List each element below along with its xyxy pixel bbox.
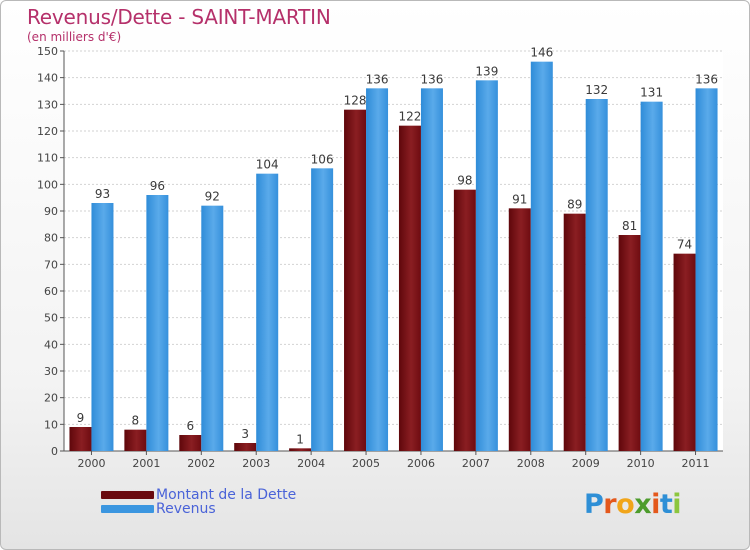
x-tick-label: 2009	[572, 457, 600, 470]
legend-item-revenus: Revenus	[101, 501, 216, 517]
y-tick-label: 40	[44, 338, 58, 351]
data-label-revenus: 106	[311, 152, 334, 166]
data-label-dette: 74	[677, 238, 692, 252]
y-tick-label: 120	[37, 125, 58, 138]
data-label-revenus: 131	[640, 86, 663, 100]
y-tick-label: 10	[44, 418, 58, 431]
bar-revenus	[695, 88, 718, 451]
y-tick-label: 70	[44, 258, 58, 271]
logo-letter: o	[616, 489, 635, 520]
y-tick-label: 90	[44, 205, 58, 218]
bar-revenus	[530, 61, 553, 452]
bar-dette	[398, 125, 421, 452]
y-tick-label: 20	[44, 392, 58, 405]
y-tick-label: 110	[37, 152, 58, 165]
bar-revenus	[366, 88, 389, 451]
data-label-revenus: 93	[95, 187, 110, 201]
data-label-revenus: 104	[256, 158, 279, 172]
x-tick-label: 2001	[132, 457, 160, 470]
bar-dette	[453, 189, 476, 451]
y-tick-label: 100	[37, 178, 58, 191]
y-tick-label: 80	[44, 232, 58, 245]
x-tick-label: 2000	[77, 457, 105, 470]
data-label-dette: 3	[241, 427, 249, 441]
logo-letter: i	[651, 489, 660, 520]
y-tick-label: 130	[37, 98, 58, 111]
bar-revenus	[585, 99, 608, 451]
x-tick-label: 2005	[352, 457, 380, 470]
chart-subtitle: (en milliers d'€)	[27, 30, 122, 44]
bar-revenus	[311, 168, 334, 452]
bar-dette	[673, 253, 696, 451]
bar-revenus	[640, 101, 663, 452]
data-label-dette: 81	[622, 219, 637, 233]
bar-dette	[344, 109, 367, 452]
bar-dette	[179, 435, 202, 451]
data-label-revenus: 92	[205, 190, 220, 204]
data-label-revenus: 136	[421, 72, 444, 86]
logo-letter: x	[634, 489, 652, 520]
data-label-dette: 1	[296, 432, 304, 446]
data-label-revenus: 132	[585, 83, 608, 97]
y-tick-label: 50	[44, 312, 58, 325]
data-label-dette: 98	[457, 174, 472, 188]
x-tick-label: 2006	[407, 457, 435, 470]
bar-dette	[289, 448, 312, 451]
data-label-dette: 9	[77, 411, 85, 425]
data-label-revenus: 96	[150, 179, 165, 193]
bar-revenus	[201, 205, 224, 451]
bar-dette	[69, 427, 92, 451]
y-tick-label: 30	[44, 365, 58, 378]
x-tick-label: 2004	[297, 457, 325, 470]
data-label-revenus: 139	[475, 64, 498, 78]
x-tick-label: 2007	[462, 457, 490, 470]
data-label-revenus: 136	[695, 72, 718, 86]
x-tick-label: 2010	[627, 457, 655, 470]
bar-dette	[124, 429, 147, 451]
plot-area	[64, 51, 723, 451]
logo-letter: i	[672, 489, 682, 520]
logo-letter: P	[584, 489, 604, 520]
data-label-revenus: 136	[366, 72, 389, 86]
x-tick-label: 2008	[517, 457, 545, 470]
y-tick-label: 60	[44, 285, 58, 298]
logo-letter: r	[603, 489, 617, 520]
bar-revenus	[91, 203, 114, 451]
bar-revenus	[256, 173, 279, 451]
legend-swatch-dette	[101, 491, 154, 499]
data-label-dette: 89	[567, 198, 582, 212]
x-tick-label: 2003	[242, 457, 270, 470]
data-label-dette: 122	[399, 110, 422, 124]
x-tick-label: 2011	[682, 457, 710, 470]
data-label-dette: 91	[512, 192, 527, 206]
bar-dette	[563, 213, 586, 451]
x-tick-label: 2002	[187, 457, 215, 470]
logo-letter: t	[659, 489, 673, 520]
y-tick-label: 0	[51, 445, 58, 458]
proxiti-logo: Proxiti	[584, 489, 682, 520]
bar-dette	[508, 208, 531, 451]
data-label-revenus: 146	[530, 46, 553, 60]
data-label-dette: 8	[132, 414, 140, 428]
data-label-dette: 6	[186, 419, 194, 433]
bar-revenus	[475, 80, 498, 451]
y-tick-label: 150	[37, 45, 58, 58]
bar-dette	[618, 235, 641, 451]
data-label-dette: 128	[344, 94, 367, 108]
legend-label-revenus: Revenus	[156, 501, 216, 517]
legend-item-dette: Montant de la Dette	[101, 487, 296, 503]
bar-dette	[234, 443, 257, 451]
legend-label-dette: Montant de la Dette	[156, 487, 297, 503]
legend-swatch-revenus	[101, 505, 154, 513]
bar-revenus	[146, 195, 169, 451]
chart-title: Revenus/Dette - SAINT-MARTIN	[27, 5, 331, 29]
y-tick-label: 140	[37, 72, 58, 85]
bar-revenus	[420, 88, 443, 451]
